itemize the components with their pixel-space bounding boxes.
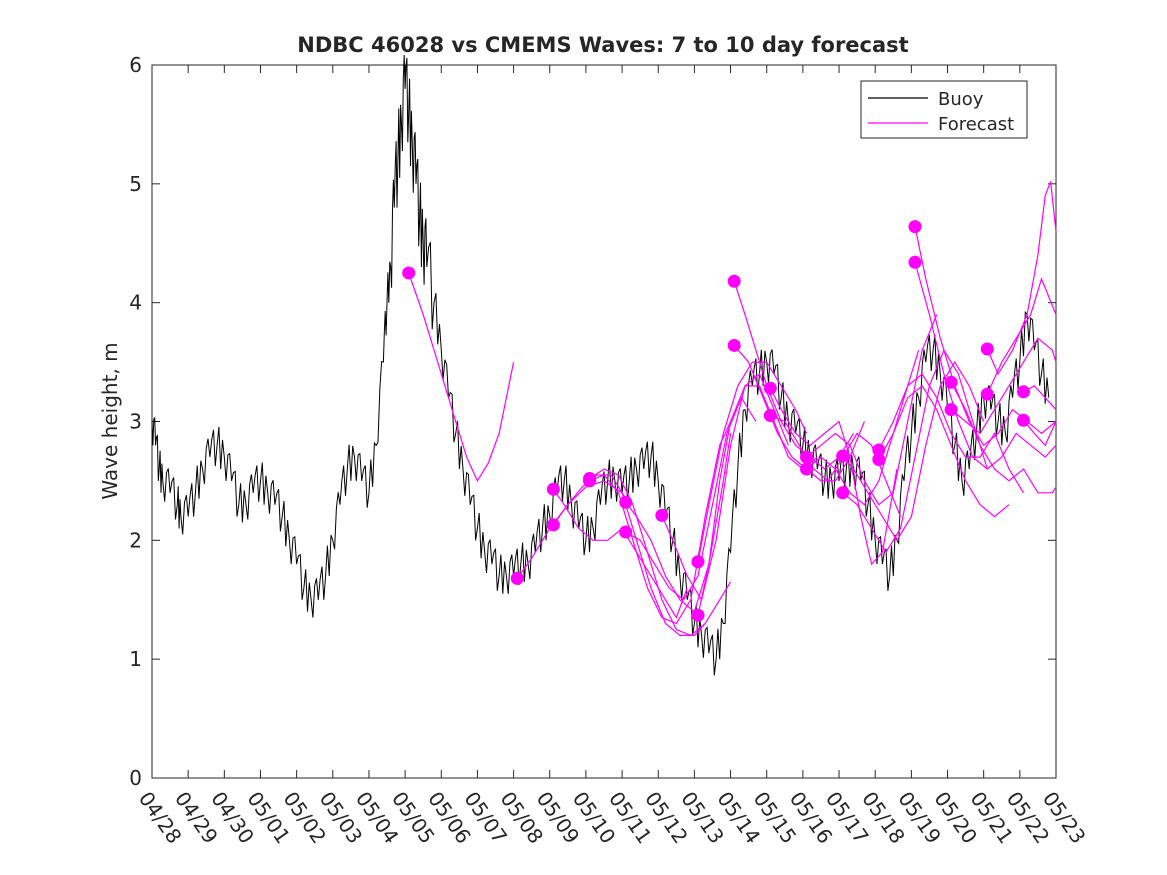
y-tick-label: 1 — [129, 647, 142, 671]
forecast-line — [589, 421, 732, 625]
forecast-line — [769, 387, 898, 566]
legend-label: Buoy — [938, 89, 984, 110]
forecast-line — [697, 385, 818, 616]
y-tick-label: 0 — [129, 766, 142, 790]
forecast-line — [986, 277, 1057, 395]
forecast-start-point — [727, 338, 741, 352]
forecast-start-point — [799, 462, 813, 476]
forecast-start-point — [944, 375, 958, 389]
forecast-start-point — [872, 443, 886, 457]
forecast-start-point — [1016, 385, 1030, 399]
forecast-line — [516, 480, 630, 579]
forecast-line — [806, 350, 920, 506]
forecast-start-point — [944, 403, 958, 417]
forecast-start-point — [691, 555, 705, 569]
forecast-start-point — [546, 518, 560, 532]
forecast-line — [408, 272, 515, 483]
forecast-line — [552, 474, 706, 636]
forecast-start-point — [510, 571, 524, 585]
forecast-line — [914, 226, 1057, 447]
forecast-line — [950, 337, 1057, 435]
legend-label: Forecast — [938, 114, 1014, 135]
forecast-line — [589, 468, 732, 637]
forecast-start-point — [583, 474, 597, 488]
y-tick-label: 3 — [129, 410, 142, 434]
forecast-line — [986, 181, 1057, 376]
y-axis-label: Wave height, m — [98, 342, 122, 499]
forecast-start-point — [619, 525, 633, 539]
legend: Buoy Forecast — [860, 80, 1028, 139]
forecast-line — [733, 345, 865, 482]
forecast-line — [878, 385, 1010, 518]
axes-box — [151, 64, 1057, 779]
forecast-start-point — [799, 450, 813, 464]
forecast-start-point — [619, 495, 633, 509]
forecast-line — [625, 396, 757, 601]
forecast-line — [733, 281, 855, 470]
forecast-start-point — [1016, 413, 1030, 427]
forecast-line — [950, 382, 1057, 494]
y-tick-label: 2 — [129, 528, 142, 552]
forecast-line — [1023, 419, 1057, 447]
forecast-start-point — [727, 274, 741, 288]
forecast-start-point — [402, 266, 416, 280]
forecast-line — [842, 360, 985, 542]
legend-box — [860, 80, 1028, 139]
y-tick-label: 4 — [129, 291, 142, 315]
forecast-line — [625, 433, 732, 613]
forecast-start-point — [980, 387, 994, 401]
y-tick-label: 5 — [129, 172, 142, 196]
forecast-line — [842, 348, 988, 554]
forecast-start-point — [836, 486, 850, 500]
forecast-start-point — [691, 608, 705, 622]
forecast-start-point — [908, 220, 922, 234]
y-tick-label: 6 — [129, 53, 142, 77]
forecast-start-point — [763, 409, 777, 423]
forecast-start-point — [836, 449, 850, 463]
forecast-line — [697, 361, 808, 562]
forecast-start-point — [872, 453, 886, 467]
forecast-start-point — [980, 342, 994, 356]
forecast-start-point — [763, 381, 777, 395]
forecast-line — [914, 262, 1057, 470]
chart-title: NDBC 46028 vs CMEMS Waves: 7 to 10 day f… — [297, 33, 908, 57]
forecast-line — [878, 373, 1025, 494]
forecast-start-point — [546, 482, 560, 496]
forecast-start-point — [908, 255, 922, 269]
forecast-start-point — [655, 508, 669, 522]
buoy-line — [151, 54, 1050, 676]
plot-area: 012345604/2804/2904/3005/0105/0205/0305/… — [129, 53, 1090, 848]
